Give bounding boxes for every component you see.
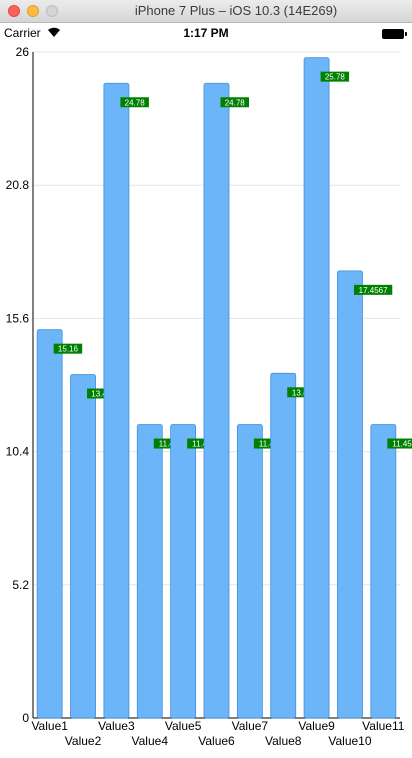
data-label: 25.78 <box>325 73 346 82</box>
y-tick-label: 0 <box>22 711 29 725</box>
bar <box>70 374 96 719</box>
bar <box>136 424 163 719</box>
data-label-background <box>87 388 116 399</box>
data-label: 24.78 <box>125 98 146 107</box>
carrier-label: Carrier <box>4 26 41 40</box>
data-label: 17.4567 <box>359 286 388 295</box>
bar <box>236 424 263 719</box>
data-label: 13.41 <box>91 389 112 398</box>
x-tick-label: Value1 <box>31 719 68 733</box>
data-label-background <box>320 71 350 82</box>
x-tick-label: Value8 <box>265 734 302 748</box>
y-tick-label: 20.8 <box>6 178 30 192</box>
bar <box>303 57 330 719</box>
status-bar: Carrier 1:17 PM <box>0 23 412 43</box>
data-label-background <box>53 343 83 354</box>
x-tick-label: Value4 <box>132 734 169 748</box>
data-label: 15.16 <box>58 345 79 354</box>
x-tick-label: Value9 <box>298 719 335 733</box>
bar <box>337 270 363 719</box>
battery-icon <box>382 29 407 39</box>
y-tick-label: 10.4 <box>6 445 30 459</box>
y-tick-label: 5.2 <box>12 578 29 592</box>
data-label-background <box>220 97 250 108</box>
x-tick-label: Value6 <box>198 734 235 748</box>
x-tick-label: Value2 <box>65 734 102 748</box>
x-tick-label: Value11 <box>362 719 405 733</box>
wifi-icon <box>48 27 60 37</box>
data-label-background <box>387 438 412 449</box>
x-tick-label: Value10 <box>328 734 371 748</box>
bar <box>370 424 397 719</box>
zoom-window-button[interactable] <box>46 5 58 17</box>
bar <box>36 329 63 719</box>
bar-chart: 0 5.2 10.4 15.6 20.8 26 15.16 Value1 13.41 Value2… <box>6 45 412 748</box>
bar <box>203 82 230 719</box>
window-titlebar: iPhone 7 Plus – iOS 10.3 (14E269) <box>0 0 412 23</box>
close-window-button[interactable] <box>8 5 20 17</box>
data-label-background <box>353 284 393 295</box>
minimize-window-button[interactable] <box>27 5 39 17</box>
bar <box>170 424 197 719</box>
data-label-background <box>120 97 149 108</box>
x-tick-label: Value3 <box>98 719 135 733</box>
status-time: 1:17 PM <box>183 26 229 40</box>
bar <box>270 372 297 719</box>
bar <box>103 82 130 719</box>
y-tick-label: 15.6 <box>6 311 30 325</box>
x-tick-label: Value5 <box>165 719 202 733</box>
window-title: iPhone 7 Plus – iOS 10.3 (14E269) <box>134 3 338 18</box>
x-tick-label: Value7 <box>232 719 269 733</box>
y-tick-label: 26 <box>16 45 30 59</box>
data-label: 24.78 <box>225 98 246 107</box>
data-label: 11.4569 <box>392 440 412 449</box>
